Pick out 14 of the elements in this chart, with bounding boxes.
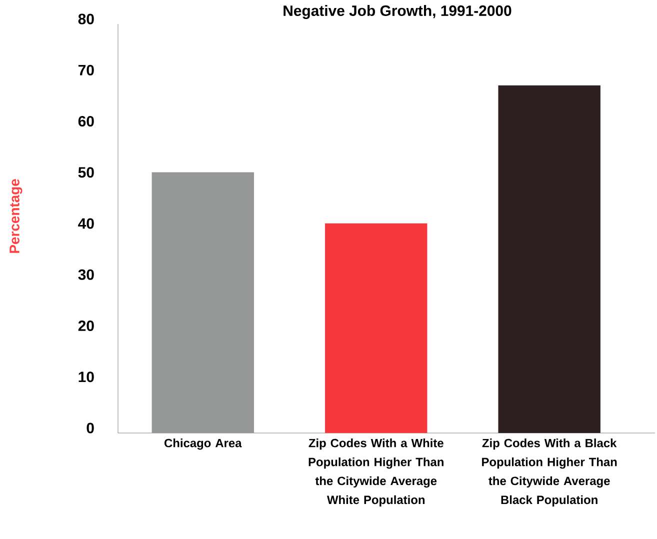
y-tick-label: 70 <box>78 64 94 76</box>
y-tick-label: 30 <box>78 269 94 280</box>
y-tick-label: 50 <box>78 167 94 178</box>
y-tick-label: 80 <box>78 14 94 24</box>
y-axis-title: Percentage <box>10 179 22 253</box>
x-tick-label: Zip Codes With a Black Population Higher Than the Citywide Average Black Population <box>482 438 617 506</box>
y-tick-label: 0 <box>86 422 94 434</box>
y-tick-label: 20 <box>78 320 94 332</box>
y-tick-label: 10 <box>78 372 94 382</box>
x-tick-label: Zip Codes With a White Population Higher Than the Citywide Average White Population <box>308 438 444 506</box>
x-tick-label: Chicago Area <box>164 438 242 450</box>
y-tick-label: 60 <box>78 116 94 127</box>
y-tick-label: 40 <box>78 218 94 229</box>
chart-title: Negative Job Growth, 1991-2000 <box>284 5 512 20</box>
